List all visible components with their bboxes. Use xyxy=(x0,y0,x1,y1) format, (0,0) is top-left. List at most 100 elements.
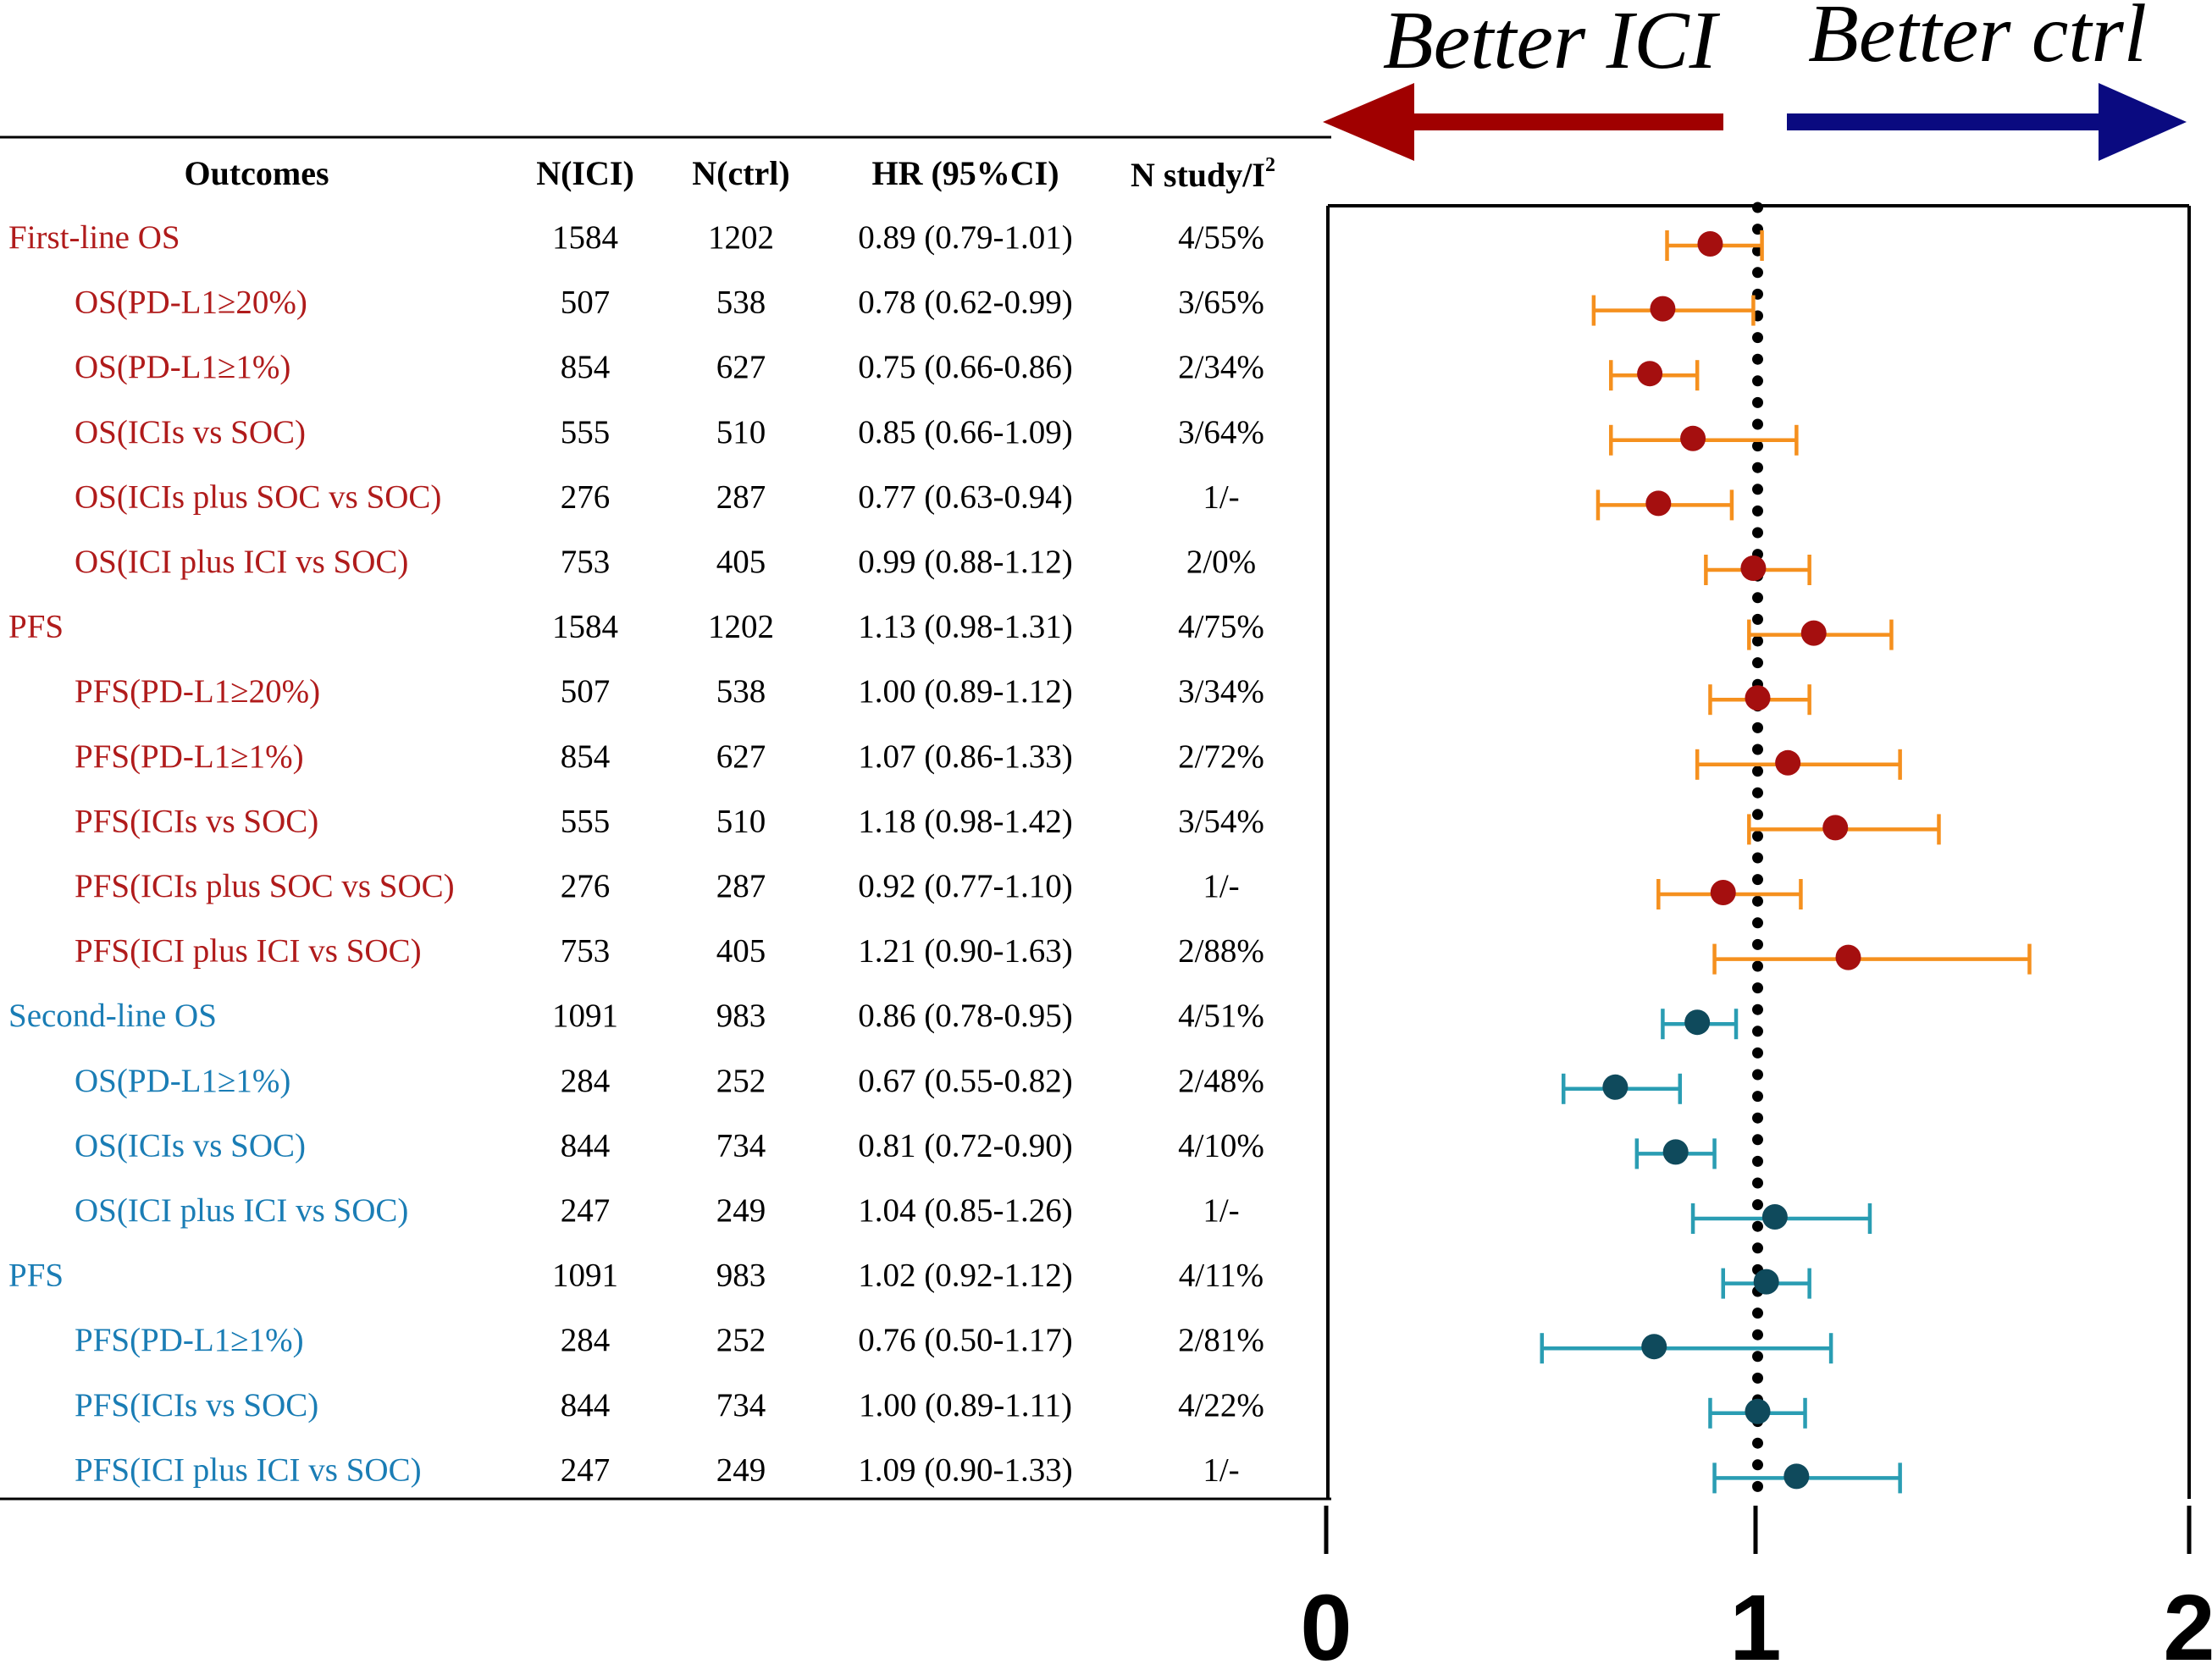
outcome-label: PFS xyxy=(8,1258,64,1294)
table-row: OS(PD-L1≥1%) 854 627 0.75 (0.66-0.86) 2/34% xyxy=(75,349,1264,385)
reference-line-dot xyxy=(1752,1069,1763,1081)
hr-point xyxy=(1783,1463,1810,1490)
hr-point xyxy=(1835,944,1861,970)
forest-row-mark xyxy=(1595,489,1734,521)
table-row: PFS(ICIs vs SOC) 844 734 1.00 (0.89-1.11) 4/… xyxy=(75,1387,1264,1424)
reference-line-dot xyxy=(1752,440,1763,452)
reference-line-dot xyxy=(1752,1199,1763,1211)
forest-row-mark xyxy=(1747,814,1941,845)
n-ici-value: 1091 xyxy=(552,998,618,1034)
table-row: OS(PD-L1≥1%) 284 252 0.67 (0.55-0.82) 2/48% xyxy=(75,1063,1264,1099)
hr-ci-value: 0.81 (0.72-0.90) xyxy=(858,1127,1072,1164)
table-row: PFS 1091 983 1.02 (0.92-1.12) 4/11% xyxy=(8,1258,1264,1294)
n-study-value: 2/34% xyxy=(1178,349,1264,385)
n-study-value: 1/- xyxy=(1203,1192,1239,1229)
hr-ci-value: 0.78 (0.62-0.99) xyxy=(858,285,1072,321)
reference-line-dot xyxy=(1752,1351,1763,1363)
n-ctrl-value: 249 xyxy=(716,1451,766,1488)
n-study-value: 4/11% xyxy=(1179,1258,1264,1294)
forest-row-mark xyxy=(1661,1009,1739,1040)
n-ctrl-value: 1202 xyxy=(708,219,774,256)
forest-row-mark xyxy=(1695,749,1902,780)
reference-line-dot xyxy=(1752,982,1763,994)
x-tick-label-0: 0 xyxy=(1300,1576,1352,1664)
n-study-value: 1/- xyxy=(1203,868,1239,904)
table-row: PFS(ICIs plus SOC vs SOC) 276 287 0.92 (0.7… xyxy=(75,868,1240,904)
reference-line-dot xyxy=(1752,396,1763,408)
x-tick-label-2: 2 xyxy=(2163,1576,2212,1664)
table-row: OS(ICI plus ICI vs SOC) 753 405 0.99 (0.88-… xyxy=(75,544,1256,580)
n-ctrl-value: 538 xyxy=(716,285,766,321)
n-study-value: 4/51% xyxy=(1178,998,1264,1034)
table-row: First-line OS 1584 1202 0.89 (0.79-1.01) 4/5… xyxy=(8,219,1264,256)
hr-ci-value: 0.85 (0.66-1.09) xyxy=(858,414,1072,451)
n-study-value: 3/65% xyxy=(1178,285,1264,321)
reference-line-dot xyxy=(1752,766,1763,777)
n-ici-value: 284 xyxy=(561,1322,611,1358)
header-outcomes: Outcomes xyxy=(184,154,329,192)
n-ctrl-value: 627 xyxy=(716,738,766,775)
forest-row-mark xyxy=(1712,943,2032,975)
n-ctrl-value: 252 xyxy=(716,1063,766,1099)
reference-line-dot xyxy=(1752,332,1763,344)
hr-point xyxy=(1745,685,1771,711)
reference-line-dot xyxy=(1752,635,1763,647)
hr-point xyxy=(1745,1398,1771,1424)
n-ctrl-value: 734 xyxy=(716,1387,766,1424)
n-ici-value: 555 xyxy=(561,803,611,839)
n-ici-value: 844 xyxy=(561,1387,611,1424)
reference-line-dot xyxy=(1752,462,1763,473)
outcome-label: OS(ICIs vs SOC) xyxy=(75,414,306,451)
header-n-study-superscript: 2 xyxy=(1265,154,1275,176)
header-n-ici: N(ICI) xyxy=(536,154,634,192)
n-ici-value: 284 xyxy=(561,1063,611,1099)
reference-line-dot xyxy=(1752,1242,1763,1254)
header-n-study-text: N study/I xyxy=(1131,156,1265,194)
forest-row-mark xyxy=(1609,360,1700,391)
hr-ci-value: 1.00 (0.89-1.11) xyxy=(859,1387,1072,1424)
outcome-label: First-line OS xyxy=(8,219,180,256)
reference-line-dot xyxy=(1752,1459,1763,1471)
reference-line-dot xyxy=(1752,613,1763,625)
outcome-label: PFS(PD-L1≥20%) xyxy=(75,673,320,710)
n-study-value: 2/81% xyxy=(1178,1322,1264,1358)
reference-line-dot xyxy=(1752,1155,1763,1167)
hr-point xyxy=(1697,231,1723,257)
table-row: Second-line OS 1091 983 0.86 (0.78-0.95) 4/5… xyxy=(8,998,1264,1034)
hr-ci-value: 1.07 (0.86-1.33) xyxy=(858,738,1072,775)
outcome-label: Second-line OS xyxy=(8,998,217,1034)
direction-label-better-ctrl: Better ctrl xyxy=(1808,0,2147,80)
table-row: OS(PD-L1≥20%) 507 538 0.78 (0.62-0.99) 3/65% xyxy=(75,285,1264,321)
reference-line-dot xyxy=(1752,375,1763,387)
n-ctrl-value: 983 xyxy=(716,998,766,1034)
reference-line-dot xyxy=(1752,527,1763,539)
forest-row-mark xyxy=(1721,1268,1811,1299)
table-row: PFS(PD-L1≥1%) 854 627 1.07 (0.86-1.33) 2/72% xyxy=(75,738,1264,775)
hr-ci-value: 1.21 (0.90-1.63) xyxy=(858,933,1072,970)
header-n-ctrl: N(ctrl) xyxy=(692,154,789,192)
hr-ci-value: 0.86 (0.78-0.95) xyxy=(858,998,1072,1034)
outcome-label: PFS(ICIs vs SOC) xyxy=(75,803,318,839)
reference-line-dot xyxy=(1752,852,1763,864)
hr-point xyxy=(1645,490,1672,517)
reference-line-dot xyxy=(1752,874,1763,886)
outcome-label: OS(PD-L1≥20%) xyxy=(75,285,307,321)
reference-line xyxy=(1752,202,1763,1492)
table-row: PFS(PD-L1≥1%) 284 252 0.76 (0.50-1.17) 2/81% xyxy=(75,1322,1264,1358)
outcome-label: OS(ICIs plus SOC vs SOC) xyxy=(75,478,441,515)
reference-line-dot xyxy=(1752,787,1763,799)
hr-point xyxy=(1637,361,1663,387)
hr-point xyxy=(1710,880,1736,905)
reference-line-dot xyxy=(1752,1134,1763,1146)
reference-line-dot xyxy=(1752,721,1763,733)
n-ici-value: 1584 xyxy=(552,609,618,645)
header-hr-ci: HR (95%CI) xyxy=(871,154,1059,192)
n-ici-value: 555 xyxy=(561,414,611,451)
n-study-value: 4/10% xyxy=(1178,1127,1264,1164)
n-ctrl-value: 1202 xyxy=(708,609,774,645)
table-rows: First-line OS 1584 1202 0.89 (0.79-1.01) 4/5… xyxy=(8,219,1264,1488)
reference-line-dot xyxy=(1752,1025,1763,1037)
arrow-left-icon xyxy=(1323,83,1723,161)
reference-line-dot xyxy=(1752,1372,1763,1384)
